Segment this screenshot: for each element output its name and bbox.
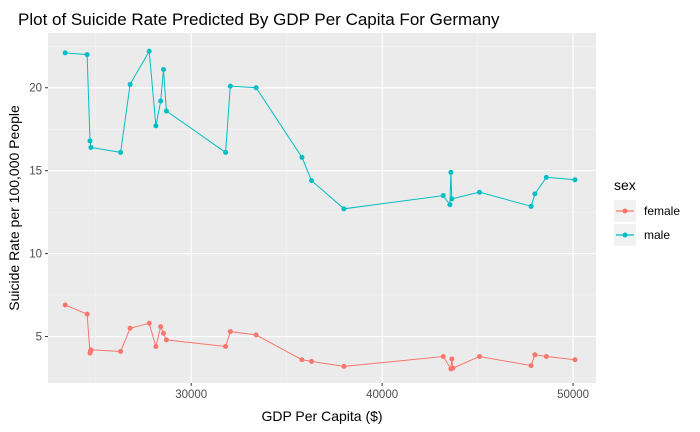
data-point-male	[543, 174, 549, 180]
data-point-male	[572, 177, 578, 183]
grid-minor	[48, 33, 596, 383]
data-point-male	[448, 169, 454, 175]
legend-title: sex	[614, 177, 636, 193]
data-point-female	[532, 352, 538, 358]
data-point-female	[118, 348, 124, 354]
data-point-female	[163, 337, 169, 343]
series-layer	[62, 48, 578, 372]
data-point-male	[84, 52, 90, 58]
data-point-female	[62, 302, 68, 308]
data-point-male	[227, 83, 233, 89]
legend-label-male: male	[644, 228, 670, 242]
x-axis-ticks: 30000 40000 50000	[175, 383, 589, 401]
y-axis-title: Suicide Rate per 100,000 People	[6, 105, 22, 311]
data-point-female	[158, 324, 164, 330]
data-point-male	[308, 178, 314, 184]
data-point-female	[477, 353, 483, 359]
data-point-female	[223, 344, 229, 350]
x-tick-label: 30000	[175, 389, 207, 401]
data-point-female	[161, 330, 167, 336]
data-point-female	[146, 320, 152, 326]
data-point-female	[341, 363, 347, 369]
data-point-female	[253, 332, 259, 338]
x-tick-label: 40000	[366, 389, 398, 401]
data-point-female	[127, 325, 133, 331]
data-point-male	[87, 138, 93, 144]
legend-key-point-female	[622, 208, 628, 214]
data-point-male	[146, 48, 152, 54]
data-point-male	[223, 149, 229, 155]
x-tick-label: 50000	[557, 389, 589, 401]
data-point-male	[253, 85, 259, 91]
data-point-female	[572, 357, 578, 363]
data-point-female	[450, 365, 456, 371]
data-point-female	[308, 358, 314, 364]
data-point-female	[299, 357, 305, 363]
y-axis-ticks: 5 10 15 20	[29, 83, 48, 344]
y-tick-label: 20	[29, 83, 42, 95]
data-point-male	[528, 203, 534, 209]
data-point-male	[299, 154, 305, 160]
data-point-male	[447, 202, 453, 208]
data-point-male	[449, 196, 455, 202]
data-point-female	[153, 344, 159, 350]
data-point-female	[88, 347, 94, 353]
data-point-male	[153, 123, 159, 129]
data-point-male	[158, 98, 164, 104]
data-point-male	[161, 66, 167, 72]
data-point-female	[84, 311, 90, 317]
plot-panel	[48, 33, 596, 383]
data-point-male	[127, 81, 133, 87]
data-point-male	[477, 189, 483, 195]
series-line-male	[65, 49, 576, 210]
data-point-female	[227, 329, 233, 335]
data-point-female	[449, 356, 455, 362]
y-tick-label: 15	[29, 166, 42, 178]
data-point-male	[341, 206, 347, 212]
data-point-male	[532, 191, 538, 197]
data-point-male	[163, 108, 169, 114]
data-point-male	[88, 144, 94, 150]
legend-key-point-male	[622, 232, 628, 238]
legend-items: female male	[614, 200, 680, 246]
y-tick-label: 10	[29, 249, 42, 261]
chart-title: Plot of Suicide Rate Predicted By GDP Pe…	[18, 10, 500, 29]
data-point-male	[118, 149, 124, 155]
legend: sex female male	[614, 177, 680, 246]
y-tick-label: 5	[36, 332, 42, 344]
legend-label-female: female	[644, 204, 680, 218]
data-point-female	[440, 353, 446, 359]
data-point-female	[528, 363, 534, 369]
data-point-female	[543, 353, 549, 359]
grid-major	[48, 33, 596, 383]
x-axis-title: GDP Per Capita ($)	[261, 408, 382, 424]
data-point-male	[440, 193, 446, 199]
data-point-male	[62, 50, 68, 56]
